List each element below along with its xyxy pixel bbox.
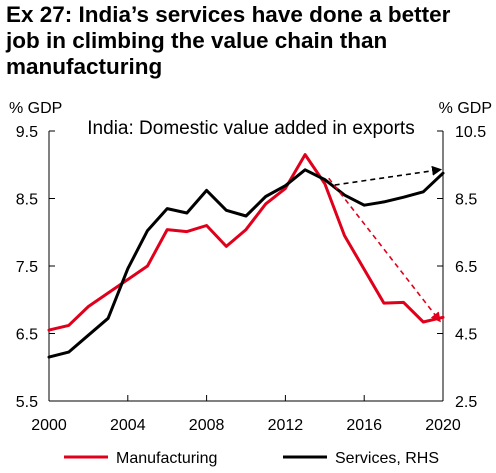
services-trend-arrow <box>334 165 443 186</box>
left-axis-tick-label: 7.5 <box>16 259 38 276</box>
title-line-3: manufacturing <box>6 54 163 79</box>
left-axis-tick-label: 5.5 <box>16 394 38 411</box>
right-axis-tick-label: 4.5 <box>455 327 477 344</box>
left-axis-tick-label: 6.5 <box>16 327 38 344</box>
right-axis-tick-label: 8.5 <box>455 192 477 209</box>
series-line-manufacturing <box>47 153 445 332</box>
x-axis-tick-label: 2004 <box>110 417 146 434</box>
x-axis-tick-label: 2000 <box>31 417 67 434</box>
x-axis-tick-label: 2012 <box>268 417 304 434</box>
series-group <box>47 153 445 359</box>
title-line-2: job in climbing the value chain than <box>6 28 388 53</box>
left-axis-tick-label: 9.5 <box>16 124 38 141</box>
legend-label: Manufacturing <box>116 450 217 467</box>
manufacturing-trend-arrow <box>328 177 441 323</box>
chart-inner-title: India: Domestic value added in exports <box>87 118 414 139</box>
right-axis-tick-label: 2.5 <box>455 394 477 411</box>
left-axis-unit-label: % GDP <box>9 100 62 117</box>
right-axis-tick-label: 6.5 <box>455 259 477 276</box>
axes-group: % GDP % GDP India: Domestic value added in… <box>9 100 492 434</box>
series-line-services-rhs <box>47 168 445 359</box>
trend-arrows-group <box>328 165 443 323</box>
title-line-1: Ex 27: India’s services have done a bett… <box>6 2 451 27</box>
x-axis-tick-label: 2020 <box>425 417 461 434</box>
right-axis-unit-label: % GDP <box>439 100 492 117</box>
legend-label: Services, RHS <box>335 450 439 467</box>
x-axis-tick-label: 2008 <box>189 417 225 434</box>
right-axis-tick-label: 10.5 <box>455 124 486 141</box>
chart-title-block: Ex 27: India’s services have done a bett… <box>6 2 490 80</box>
legend-group: Manufacturing Services, RHS <box>64 450 439 467</box>
left-axis-tick-label: 8.5 <box>16 192 38 209</box>
x-axis-tick-label: 2016 <box>346 417 382 434</box>
